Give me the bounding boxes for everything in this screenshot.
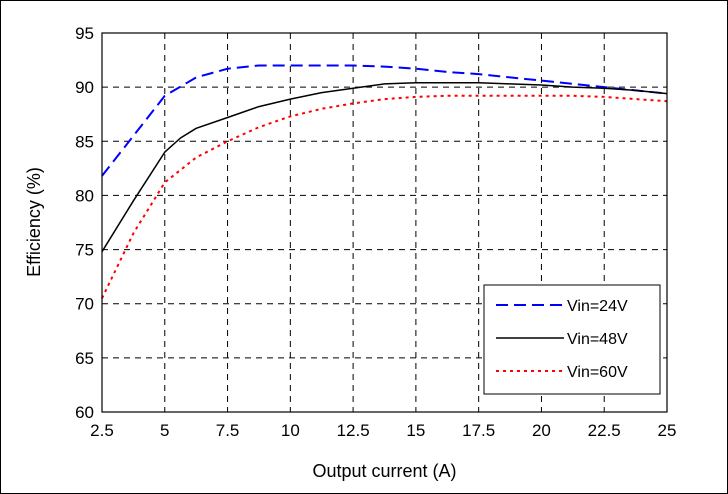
x-tick-label: 10 [281,421,300,440]
x-tick-label: 2.5 [90,421,114,440]
y-tick-label: 90 [75,78,94,97]
y-tick-label: 65 [75,349,94,368]
y-tick-label: 70 [75,295,94,314]
legend: Vin=24V Vin=48V Vin=60V [483,284,661,395]
legend-label-vin-24v: Vin=24V [567,298,628,315]
x-tick-label: 22.5 [588,421,621,440]
series-lines [101,64,668,299]
y-tick-label: 85 [75,132,94,151]
x-tick-label: 20 [532,421,551,440]
x-axis-title: Output current (A) [312,461,456,481]
legend-label-vin-48v: Vin=48V [567,331,628,348]
series-line-vin-24v [101,64,668,177]
legend-box [483,284,661,395]
x-tick-label: 12.5 [337,421,370,440]
x-tick-label: 15 [406,421,425,440]
y-tick-label: 60 [75,403,94,422]
series-line-vin-48v [101,82,668,253]
x-tick-label: 17.5 [462,421,495,440]
y-tick-label: 95 [75,24,94,43]
tick-labels: 2.5 5 7.5 10 12.5 15 17.5 20 22.5 25 60 65 70 75 80 85 9… [75,24,676,440]
plot-border [101,32,668,413]
legend-label-vin-60v: Vin=60V [567,364,628,381]
y-tick-label: 80 [75,186,94,205]
x-tick-label: 5 [160,421,169,440]
x-tick-label: 7.5 [216,421,240,440]
grid [102,33,667,412]
y-axis-title: Efficiency (%) [24,167,44,277]
x-tick-label: 25 [658,421,677,440]
y-tick-label: 75 [75,241,94,260]
